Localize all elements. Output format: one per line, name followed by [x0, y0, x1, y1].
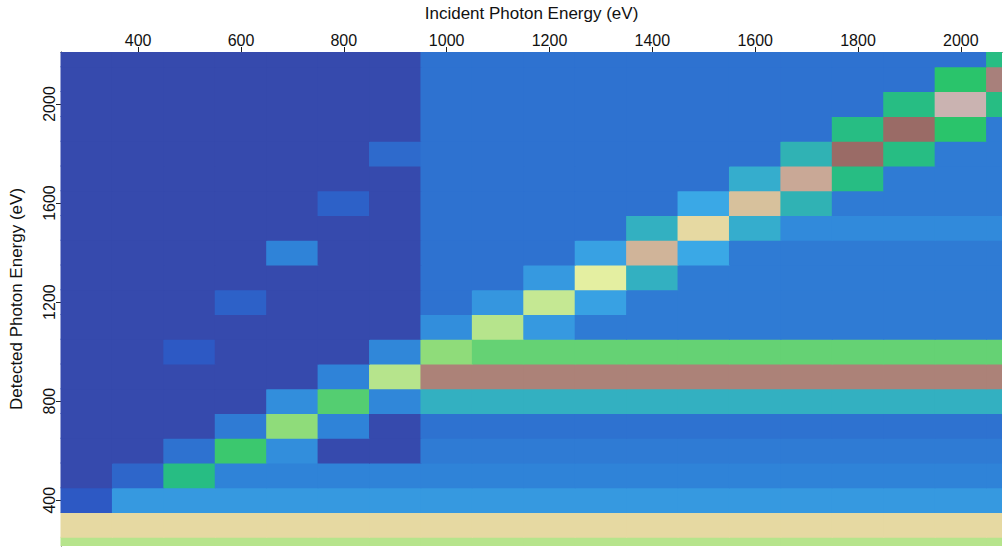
svg-text:1200: 1200 — [41, 284, 58, 320]
svg-text:1600: 1600 — [41, 185, 58, 221]
svg-text:2000: 2000 — [943, 32, 979, 49]
svg-text:1400: 1400 — [635, 32, 671, 49]
svg-text:Detected Photon Energy (eV): Detected Photon Energy (eV) — [7, 188, 26, 410]
svg-text:1200: 1200 — [532, 32, 568, 49]
svg-text:2000: 2000 — [41, 86, 58, 122]
svg-text:1000: 1000 — [429, 32, 465, 49]
svg-text:600: 600 — [228, 32, 255, 49]
svg-text:Incident Photon Energy (eV): Incident Photon Energy (eV) — [425, 4, 639, 23]
svg-text:1600: 1600 — [737, 32, 773, 49]
svg-text:400: 400 — [41, 487, 58, 514]
svg-text:400: 400 — [125, 32, 152, 49]
svg-text:800: 800 — [330, 32, 357, 49]
svg-text:800: 800 — [41, 388, 58, 415]
svg-text:1800: 1800 — [840, 32, 876, 49]
